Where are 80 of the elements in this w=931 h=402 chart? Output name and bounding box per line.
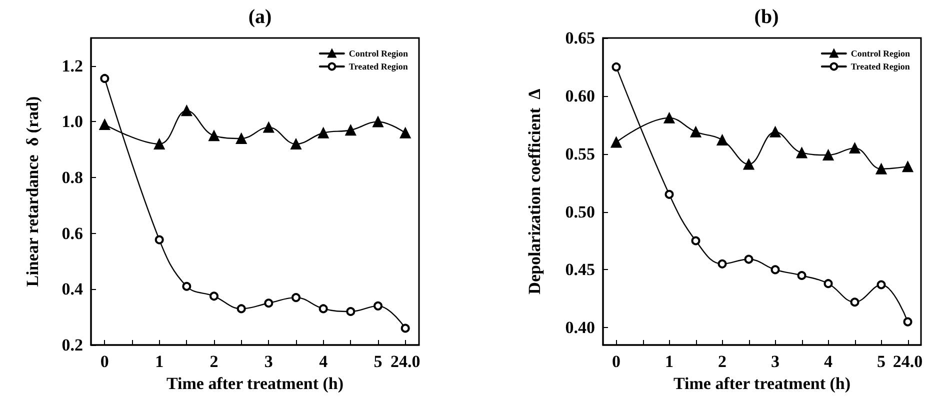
point — [236, 304, 246, 314]
x-tick-label: 4 — [824, 352, 833, 371]
x-tick-label: 0 — [100, 352, 109, 371]
legend-label: Control Region — [348, 48, 408, 58]
y-tick-label: 1.0 — [62, 112, 83, 132]
y-axis-title: Linear retardance δ (rad) — [23, 96, 42, 287]
point — [181, 105, 192, 116]
x-tick-label: 2 — [210, 352, 218, 371]
point — [292, 293, 300, 302]
point — [664, 190, 674, 199]
x-tick-label: 24.0 — [390, 352, 420, 371]
point — [154, 235, 164, 244]
point — [691, 236, 700, 246]
point — [400, 127, 411, 138]
x-tick-label: 0 — [612, 352, 620, 371]
y-tick-label: 0.65 — [565, 28, 595, 48]
point — [263, 122, 274, 133]
point — [902, 161, 914, 172]
point — [903, 317, 912, 326]
point — [876, 163, 887, 174]
point — [664, 112, 675, 124]
x-tick-label: 2 — [718, 352, 726, 371]
point — [264, 298, 274, 308]
point — [400, 324, 410, 333]
x-axis-title: Time after treatment (h) — [673, 374, 851, 393]
point — [182, 282, 192, 291]
point — [208, 130, 220, 142]
point — [796, 147, 808, 158]
point — [744, 254, 754, 264]
y-tick-label: 0.8 — [62, 168, 83, 188]
point — [850, 298, 860, 307]
x-axis-title: Time after treatment (h) — [166, 374, 344, 393]
y-tick-label: 0.40 — [565, 318, 595, 338]
y-tick-label: 0.55 — [565, 144, 595, 164]
point — [797, 270, 806, 280]
point — [612, 62, 621, 72]
x-tick-label: 5 — [877, 352, 886, 371]
point — [318, 304, 328, 314]
chart-title: (a) — [248, 6, 272, 28]
legend-label: Control Region — [850, 48, 910, 58]
point — [99, 119, 110, 130]
point — [100, 74, 110, 83]
x-tick-label: 1 — [155, 352, 164, 371]
point — [290, 138, 302, 150]
legend-label: Treated Region — [850, 62, 910, 72]
y-tick-label: 0.60 — [565, 86, 595, 106]
point — [718, 259, 727, 268]
x-tick-label: 5 — [374, 352, 382, 371]
point — [690, 126, 702, 138]
point — [374, 301, 382, 310]
point — [824, 279, 833, 288]
point — [743, 158, 754, 170]
chart-title: (b) — [754, 6, 779, 28]
x-tick-label: 3 — [771, 352, 780, 371]
point — [770, 126, 781, 138]
y-tick-label: 0.50 — [565, 202, 595, 222]
point — [822, 150, 834, 161]
y-tick-label: 0.4 — [62, 280, 84, 299]
point — [849, 142, 860, 154]
point — [236, 132, 247, 144]
x-tick-label: 4 — [319, 352, 328, 371]
point — [345, 124, 356, 136]
point — [610, 136, 622, 148]
x-tick-label: 24.0 — [892, 352, 923, 371]
point — [318, 127, 329, 138]
y-tick-label: 0.6 — [62, 224, 83, 243]
x-tick-label: 3 — [264, 352, 273, 371]
y-tick-label: 0.45 — [565, 260, 595, 280]
y-tick-label: 1.2 — [62, 56, 83, 76]
point — [770, 265, 780, 274]
point — [876, 280, 886, 290]
y-axis-title: Depolarization coefficient Δ — [525, 88, 544, 294]
point — [716, 134, 728, 146]
point — [372, 116, 384, 128]
x-tick-label: 1 — [665, 352, 674, 371]
legend-label: Treated Region — [348, 62, 408, 72]
point — [154, 138, 165, 150]
point — [346, 307, 356, 316]
y-tick-label: 0.2 — [62, 336, 83, 354]
point — [210, 292, 218, 301]
